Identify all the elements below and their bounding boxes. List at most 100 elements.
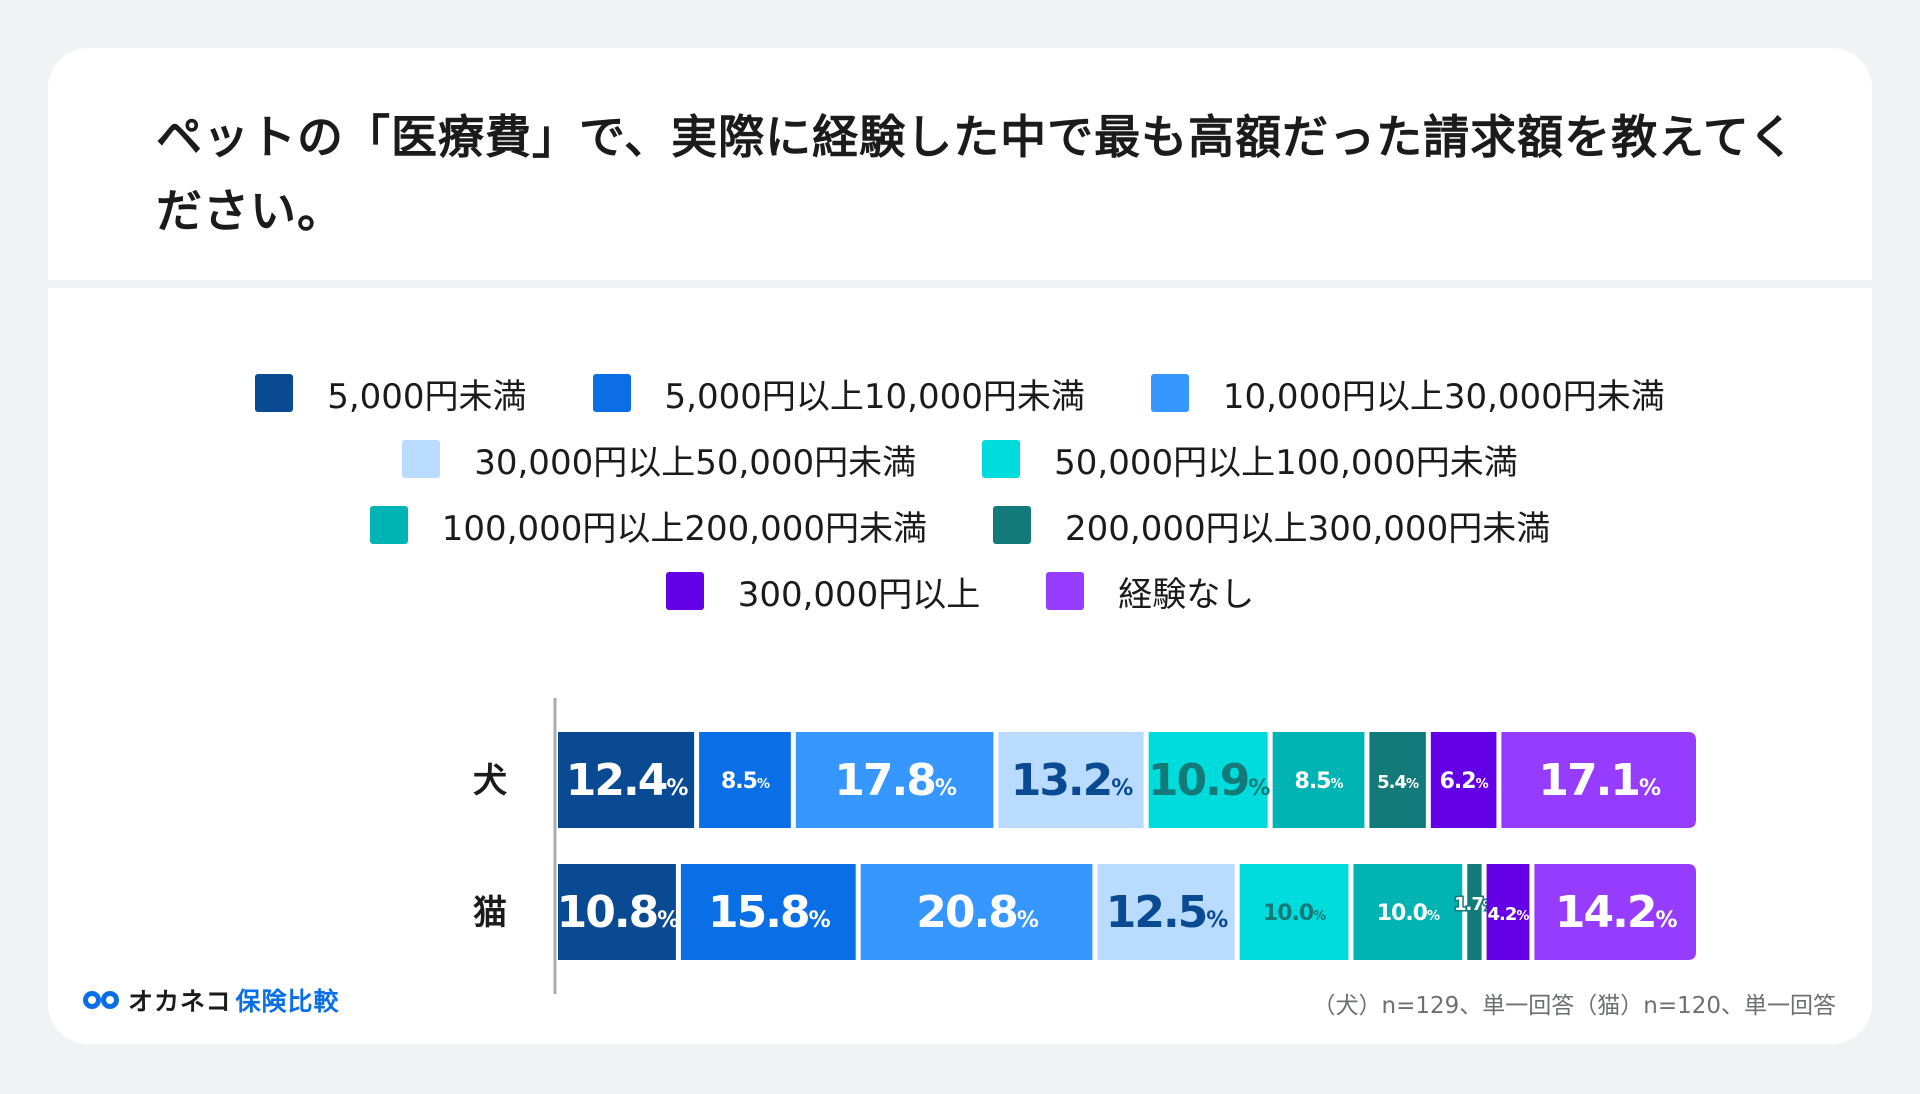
data-label: 13.2% — [1011, 755, 1134, 806]
data-label-unit: % — [1111, 776, 1133, 801]
bar-segment — [1430, 732, 1497, 828]
data-label: 5.4% — [1377, 772, 1419, 793]
legend-swatch — [1150, 374, 1189, 412]
legend-label: 10,000円以上30,000円未満 — [1222, 376, 1665, 417]
bar-segment — [1534, 864, 1696, 960]
legend-label: 200,000円以上300,000円未満 — [1065, 508, 1551, 549]
data-label-unit: % — [1017, 908, 1039, 933]
data-label-value: 8.5 — [1295, 769, 1331, 794]
data-label: 15.8% — [708, 887, 831, 938]
data-label: 12.4% — [566, 755, 689, 806]
bar-segment — [1239, 864, 1349, 960]
okaneko-logo-icon — [83, 991, 119, 1009]
data-label-value: 13.2 — [1011, 755, 1112, 806]
bar-segment — [1148, 732, 1268, 828]
legend-item: 100,000円以上200,000円未満 — [369, 501, 927, 550]
bar-segment — [795, 732, 994, 828]
bar-segment — [1097, 864, 1235, 960]
legend-row: 100,000円以上200,000円未満 200,000円以上300,000円未満 — [48, 492, 1872, 558]
logo-sub-text: 保険比較 — [235, 987, 340, 1016]
data-label-value: 10.8 — [557, 887, 658, 938]
legend-swatch — [1046, 572, 1085, 610]
legend-swatch — [402, 440, 441, 478]
bar-segment — [1353, 864, 1463, 960]
brand-logo: オカネコ 保険比較 — [82, 982, 340, 1018]
data-label-unit: % — [1516, 909, 1529, 924]
data-label-unit: % — [1406, 777, 1419, 792]
data-label: 20.8% — [916, 887, 1039, 938]
data-label-unit: % — [1655, 908, 1677, 933]
data-label-value: 1.7 — [1454, 894, 1483, 915]
bar-segment — [998, 732, 1144, 828]
legend-label: 経験なし — [1118, 574, 1255, 615]
data-label-unit: % — [666, 776, 688, 801]
data-label: 8.5% — [1295, 769, 1344, 794]
data-label-value: 10.9 — [1148, 755, 1249, 806]
data-label-value: 12.4 — [566, 755, 667, 806]
legend-label: 50,000円以上100,000円未満 — [1054, 442, 1518, 483]
data-label-value: 14.2 — [1555, 887, 1656, 938]
legend-swatch — [592, 374, 631, 412]
data-label-unit: % — [1248, 776, 1270, 801]
data-label-value: 15.8 — [708, 887, 809, 938]
legend-row: 30,000円以上50,000円未満 50,000円以上100,000円未満 — [48, 426, 1872, 492]
data-label-unit: % — [1206, 908, 1228, 933]
legend-item: 200,000円以上300,000円未満 — [993, 501, 1550, 550]
legend-item: 経験なし — [1046, 567, 1254, 616]
legend-label: 100,000円以上200,000円未満 — [441, 508, 927, 549]
legend-label: 300,000円以上 — [737, 574, 981, 615]
data-label-value: 10.0 — [1377, 901, 1428, 926]
data-label-unit: % — [657, 908, 679, 933]
bar-segment — [558, 732, 695, 828]
data-label-unit: % — [809, 908, 831, 933]
data-label-value: 10.0 — [1263, 901, 1314, 926]
data-label: 10.0% — [1377, 901, 1440, 926]
title-divider — [48, 280, 1872, 288]
bar-segment — [1272, 732, 1365, 828]
legend-item: 5,000円以上10,000円未満 — [592, 369, 1085, 418]
data-label: 10.8% — [557, 887, 680, 938]
data-label-value: 8.5 — [721, 769, 757, 794]
bar-segment — [1486, 864, 1530, 960]
data-label-value: 17.1 — [1538, 755, 1639, 806]
data-label: 17.1% — [1538, 755, 1661, 806]
data-label-value: 17.8 — [834, 755, 935, 806]
category-label: 犬 — [473, 761, 507, 801]
legend-swatch — [982, 440, 1021, 478]
data-label: 8.5% — [721, 769, 770, 794]
legend-label: 30,000円以上50,000円未満 — [474, 442, 917, 483]
data-label-unit: % — [1313, 909, 1326, 924]
data-label-unit: % — [1476, 777, 1489, 792]
data-label: 10.0% — [1263, 901, 1326, 926]
bar-segment — [558, 864, 676, 960]
legend-label: 5,000円未満 — [327, 376, 527, 417]
data-label-value: 5.4 — [1377, 772, 1406, 793]
data-label-value: 12.5 — [1106, 887, 1207, 938]
bar-segment — [1501, 732, 1696, 828]
data-label-unit: % — [1639, 776, 1661, 801]
sample-size-note: （犬）n=129、単一回答（猫）n=120、単一回答 — [1312, 993, 1837, 1019]
data-label-unit: % — [1427, 909, 1440, 924]
bar-segment — [680, 864, 856, 960]
legend: 5,000円未満 5,000円以上10,000円未満 10,000円以上30,000… — [48, 360, 1872, 624]
legend-item: 50,000円以上100,000円未満 — [982, 435, 1518, 484]
stacked-bar-chart: 犬 12.4% 8.5% 17.8% 13.2% 10.9% 8.5% 5.4% 6.2% 17.… — [473, 698, 1696, 994]
chart-card: ペットの「医療費」で、実際に経験した中で最も高額だった請求額を教えてください。 … — [48, 48, 1872, 1044]
data-label-unit: % — [935, 776, 957, 801]
bar-segment — [860, 864, 1093, 960]
legend-swatch — [665, 572, 704, 610]
legend-swatch — [255, 374, 294, 412]
data-label-unit: % — [1331, 777, 1344, 792]
legend-item: 30,000円以上50,000円未満 — [402, 435, 916, 484]
data-label: 17.8% — [834, 755, 957, 806]
chart-title: ペットの「医療費」で、実際に経験した中で最も高額だった請求額を教えてください。 — [156, 110, 1796, 238]
data-label: 12.5% — [1106, 887, 1229, 938]
data-label: 4.2% — [1488, 904, 1530, 925]
data-label: 14.2% — [1555, 887, 1678, 938]
legend-label: 5,000円以上10,000円未満 — [664, 376, 1085, 417]
bar-segment — [1369, 732, 1426, 828]
data-label-value: 6.2 — [1440, 769, 1476, 794]
legend-item: 10,000円以上30,000円未満 — [1150, 369, 1665, 418]
data-label-unit: % — [757, 777, 770, 792]
data-label: 10.9% — [1148, 755, 1271, 806]
